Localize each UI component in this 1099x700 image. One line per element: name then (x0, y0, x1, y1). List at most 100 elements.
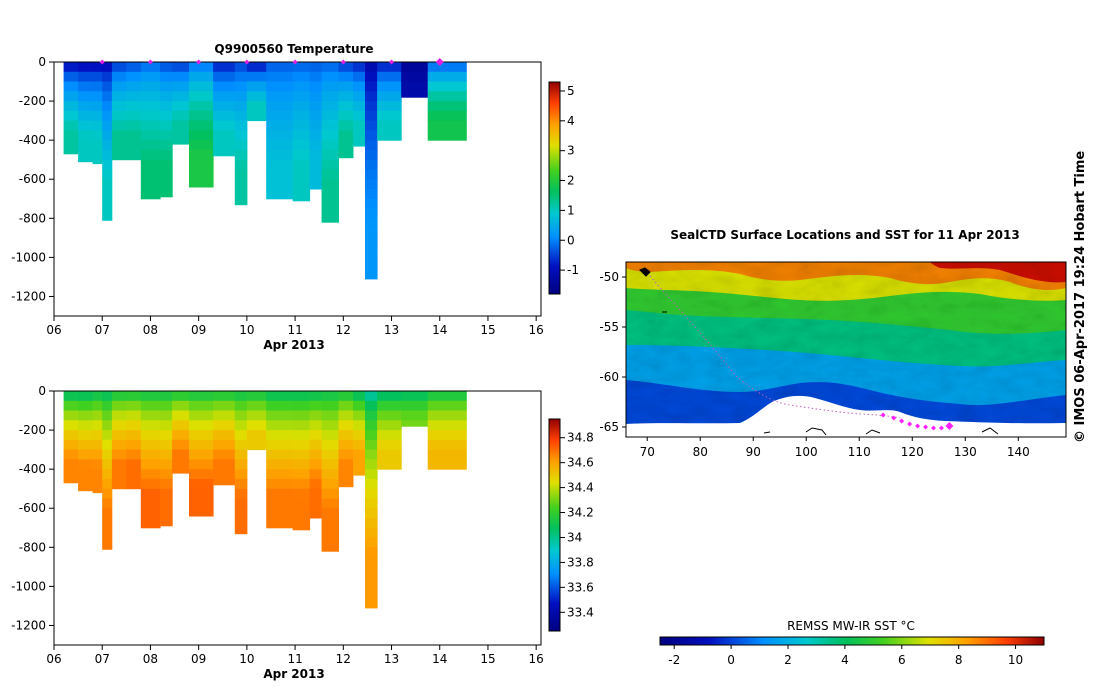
profile-cell (292, 469, 311, 480)
profile-cell (172, 410, 190, 421)
profile-cell (321, 198, 339, 210)
profile-cell (338, 130, 354, 141)
y-tick-label: -1200 (11, 289, 46, 303)
coastline-islands (639, 267, 667, 313)
y-tick-label: -200 (19, 94, 46, 108)
profile-column (172, 391, 190, 474)
profile-cell (140, 62, 161, 73)
profile-cell (172, 391, 190, 402)
profile-cell (321, 478, 339, 490)
profile-column (246, 391, 267, 451)
profile-cell (266, 518, 294, 529)
profile-cell (353, 120, 366, 131)
profile-cell (292, 120, 311, 131)
profile-cell (266, 430, 294, 441)
profile-cell (338, 400, 354, 412)
profile-cell (321, 420, 339, 431)
colorbar-tick-label: 4 (567, 114, 575, 128)
profile-column (353, 62, 366, 147)
profile-cell (266, 110, 294, 122)
surface-location (880, 412, 886, 418)
surface-location (923, 424, 929, 430)
profile-cell (102, 198, 113, 210)
profile-cell (78, 149, 94, 161)
profile-cell (338, 391, 354, 402)
profile-cell (63, 400, 79, 412)
profile-cell (353, 81, 366, 92)
profile-cell (321, 547, 339, 552)
profile-cell (140, 439, 161, 451)
surface-location (938, 425, 944, 431)
profile-cell (160, 420, 173, 431)
profile-cell (309, 91, 323, 102)
profile-cell (160, 449, 173, 460)
temperature-title: Q9900560 Temperature (214, 42, 373, 56)
profile-cell (365, 469, 378, 480)
profile-cell (160, 518, 173, 527)
profile-cell (189, 169, 214, 180)
profile-cell (377, 101, 402, 112)
profile-cell (309, 400, 323, 412)
profile-cell (160, 110, 173, 122)
profile-cell (266, 498, 294, 509)
profile-cell (234, 101, 248, 112)
profile-cell (172, 71, 190, 83)
profile-cell (353, 420, 366, 431)
profile-cell (338, 430, 354, 441)
profile-cell (365, 62, 378, 73)
profile-cell (63, 140, 79, 151)
profile-cell (292, 110, 311, 122)
profile-column (92, 391, 103, 494)
profile-cell (172, 449, 190, 460)
profile-cell (365, 537, 378, 548)
profile-cell (234, 420, 248, 431)
profile-cell (102, 71, 113, 83)
profile-cell (78, 478, 94, 490)
profile-cell (234, 527, 248, 535)
profile-cell (321, 101, 339, 112)
profile-cell (338, 81, 354, 92)
profile-cell (102, 518, 113, 529)
profile-cell (92, 459, 103, 470)
profile-cell (266, 130, 294, 141)
profile-cell (338, 410, 354, 421)
map-y-tick-label: -50 (599, 270, 619, 284)
profile-cell (365, 430, 378, 441)
profile-cell (266, 159, 294, 170)
profile-cell (309, 430, 323, 441)
profile-cell (160, 189, 173, 198)
profile-cell (213, 101, 236, 112)
salinity-colorbar (548, 418, 561, 632)
y-tick-label: -1200 (11, 618, 46, 632)
profile-cell (213, 110, 236, 122)
map-x-tick-label: 90 (746, 445, 761, 459)
profile-cell (92, 478, 103, 490)
profile-cell (172, 459, 190, 470)
profile-cell (266, 488, 294, 499)
profile-marker (389, 59, 395, 65)
temperature-colorbar-ticks: 5 4 3 2 1 0 -1 (560, 84, 579, 277)
profile-cell (427, 91, 467, 102)
colorbar-tick-label: 5 (567, 84, 575, 98)
profile-cell (160, 140, 173, 151)
y-tick-label: -600 (19, 501, 46, 515)
profile-cell (377, 120, 402, 131)
profile-cell (292, 449, 311, 460)
profile-cell (140, 449, 161, 460)
profile-column (338, 62, 354, 159)
profile-cell (78, 101, 94, 112)
map-x-tick-label: 110 (848, 445, 871, 459)
profile-cell (140, 488, 161, 499)
profile-cell (353, 400, 366, 412)
colorbar-tick-label: 0 (567, 233, 575, 247)
temperature-x-axis: 06 07 08 09 10 11 12 13 14 15 16 (46, 316, 544, 337)
profile-cell (427, 430, 467, 441)
sst-colorbar-tick-label: 2 (784, 653, 792, 667)
profile-cell (140, 179, 161, 190)
profile-cell (365, 149, 378, 161)
profile-column (401, 391, 429, 427)
profile-cell (365, 140, 378, 151)
profile-marker (147, 59, 153, 65)
y-tick-label: -1000 (11, 250, 46, 264)
profile-column (292, 62, 311, 202)
